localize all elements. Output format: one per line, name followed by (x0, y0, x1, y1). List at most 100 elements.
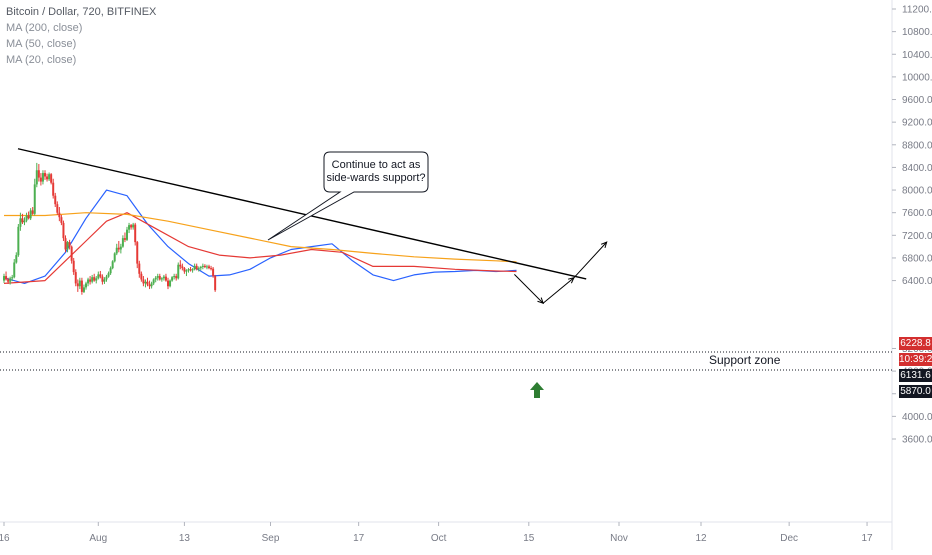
candle-body (132, 224, 135, 228)
candle-body (193, 265, 196, 270)
candle (15, 252, 18, 264)
candle (150, 281, 153, 289)
candle-body (5, 276, 8, 280)
legend-symbol-title[interactable]: Bitcoin / Dollar, 720, BITFINEX (6, 6, 157, 18)
candle (130, 224, 133, 230)
candle (64, 235, 67, 253)
x-tick-label: Oct (431, 533, 447, 544)
legend-ma200[interactable]: MA (200, close) (6, 22, 83, 34)
zone-high-price-tag: 6131.6 (899, 369, 932, 382)
candle-body (13, 262, 16, 278)
candle-body (52, 182, 55, 196)
candle (37, 164, 40, 182)
candle-body (197, 268, 200, 270)
candle-body (9, 278, 12, 282)
x-tick-label: Nov (610, 533, 628, 544)
candle-body (72, 260, 75, 273)
candle (95, 276, 98, 284)
candle-body (93, 277, 96, 281)
candle-body (21, 218, 24, 223)
candle-body (58, 212, 61, 218)
candle-body (80, 280, 83, 292)
candle (119, 243, 122, 254)
candle-body (105, 276, 108, 280)
candle (35, 162, 38, 188)
candle-body (11, 277, 14, 279)
candle (177, 262, 180, 280)
candle-body (179, 264, 182, 267)
candle (181, 263, 184, 271)
candle (175, 273, 178, 281)
ma50-line (3, 212, 517, 284)
candle (27, 211, 30, 220)
candle (58, 207, 61, 222)
candle (136, 240, 139, 269)
candle (78, 277, 81, 290)
candle-body (175, 276, 178, 279)
candle-body (44, 173, 46, 177)
candle (162, 274, 165, 281)
candle (152, 278, 155, 286)
legend-ma50[interactable]: MA (50, close) (6, 38, 77, 50)
y-tick-label: 10800.0 (902, 27, 932, 38)
candle (60, 214, 63, 226)
ma20-line (3, 189, 517, 284)
candle-body (136, 242, 139, 264)
candle-body (158, 276, 161, 280)
candle-body (130, 225, 133, 228)
projection-arrowhead-down (537, 297, 544, 305)
candle-body (35, 170, 38, 185)
candle-body (56, 204, 59, 213)
candle (140, 271, 143, 282)
support-zone-label: Support zone (709, 353, 781, 367)
candle (212, 267, 215, 278)
candle (48, 172, 51, 181)
candle-body (74, 272, 77, 284)
candle (115, 243, 118, 256)
candle-body (142, 279, 145, 284)
candle-body (144, 281, 147, 284)
candle (205, 264, 208, 270)
x-tick-label: 17 (353, 533, 365, 544)
candle-body (76, 283, 79, 287)
y-tick-label: 9200.0 (902, 118, 932, 129)
candle-body (15, 255, 18, 263)
candle-body (3, 276, 5, 281)
candle (99, 270, 102, 279)
candle (164, 273, 167, 282)
y-tick-label: 7600.0 (902, 208, 932, 219)
legend-ma20[interactable]: MA (20, close) (6, 54, 77, 66)
candle-body (171, 277, 174, 281)
candle (132, 222, 135, 230)
candle (121, 235, 124, 248)
candle (128, 222, 131, 234)
candle-body (25, 215, 28, 221)
callout-bubble (267, 151, 429, 241)
callout-text-line: side-wards support? (326, 172, 425, 184)
y-tick-label: 8800.0 (902, 140, 932, 151)
candle (87, 277, 90, 287)
candle-body (109, 268, 112, 274)
candle (154, 276, 157, 283)
candle-body (82, 287, 85, 292)
candle-body (66, 242, 69, 250)
x-tick-label: Dec (780, 533, 798, 544)
y-tick-label: 9600.0 (902, 95, 932, 106)
candle-body (87, 279, 90, 284)
candle-body (78, 280, 81, 287)
projection-arrowhead-up-1 (567, 277, 575, 284)
candle (201, 263, 204, 270)
y-tick-label: 11200.0 (902, 5, 932, 16)
candle-body (181, 266, 184, 269)
candle (171, 276, 174, 282)
candles-group (3, 162, 217, 295)
candle (142, 276, 145, 287)
candle (123, 232, 126, 243)
candle (158, 273, 161, 281)
candle (167, 277, 169, 290)
candle (191, 268, 194, 273)
candle-body (37, 170, 40, 178)
candle-body (185, 270, 188, 272)
candle-body (33, 184, 36, 214)
